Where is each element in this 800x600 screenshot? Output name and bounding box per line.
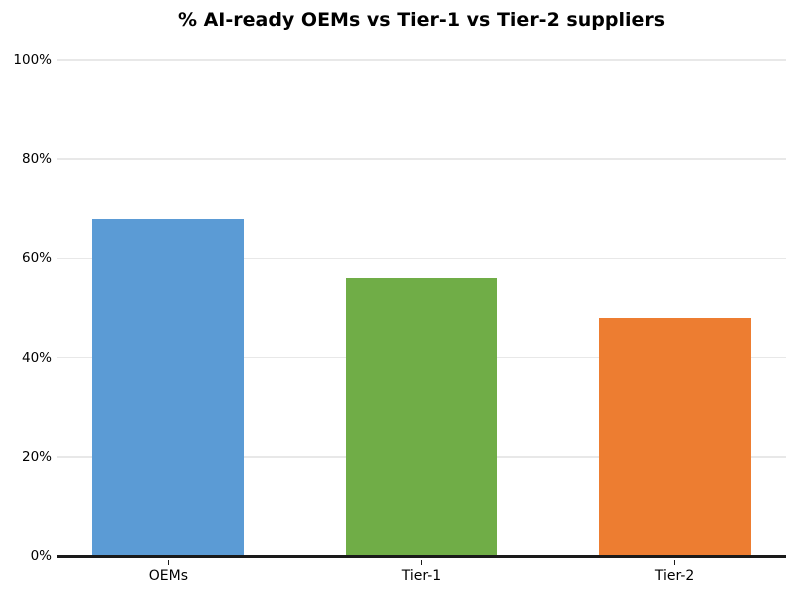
x-tick-label-oems: OEMs [148,568,188,584]
y-tick-label-0%: 0% [30,548,52,564]
gridline-60 [57,257,786,260]
bar-oems [92,218,245,556]
x-tick-label-tier-1: Tier-1 [401,568,442,584]
x-axis-line [57,554,786,558]
y-tick-label-20%: 20% [21,448,52,465]
bar-tier-2 [598,317,751,556]
y-tick-label-60%: 60% [21,250,52,267]
y-tick-label-40%: 40% [21,349,52,366]
gridline-80 [57,158,786,160]
gridline-100 [57,59,786,61]
y-tick-label-80%: 80% [21,151,52,168]
bar-tier-1 [345,278,498,556]
x-tick-mark-tier-2 [673,559,676,565]
chart-title: % AI-ready OEMs vs Tier-1 vs Tier-2 supp… [177,9,666,31]
plot-area [57,59,786,565]
x-tick-mark-tier-1 [420,559,423,565]
y-tick-label-100%: 100% [13,52,52,68]
x-tick-mark-oems [167,559,170,565]
x-tick-label-tier-2: Tier-2 [654,568,695,584]
